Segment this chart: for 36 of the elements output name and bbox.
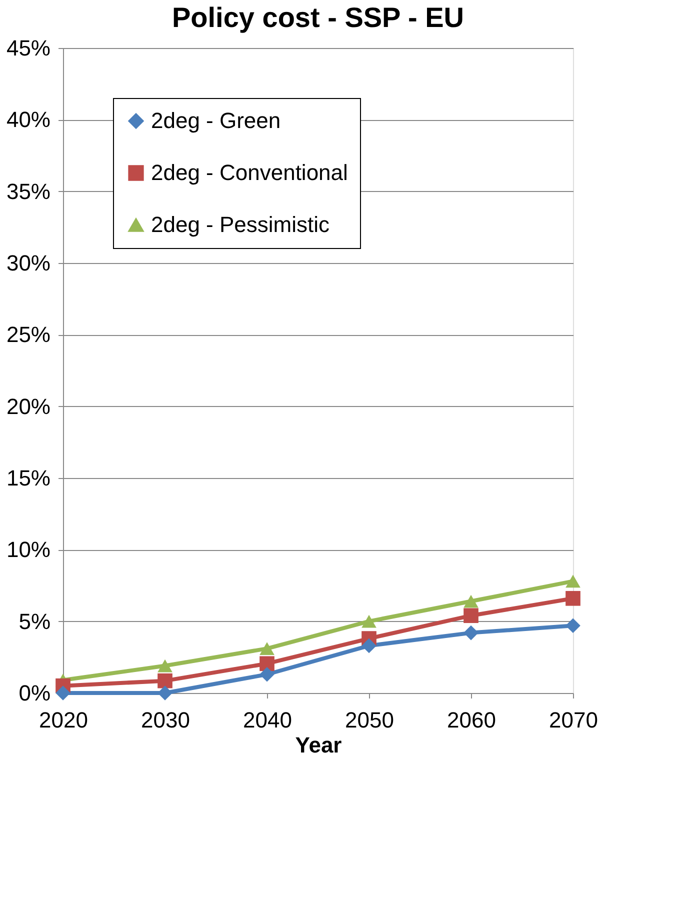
y-tick-label: 35%	[6, 178, 50, 204]
y-tick-label: 40%	[6, 107, 50, 132]
y-tick-label: 25%	[6, 322, 50, 348]
point	[464, 594, 478, 608]
x-axis-title: Year	[295, 732, 342, 758]
x-tick-label: 2040	[243, 708, 292, 732]
point	[56, 686, 70, 700]
legend-label: 2deg - Pessimistic	[151, 212, 330, 237]
point	[158, 673, 172, 688]
point	[260, 642, 274, 655]
point	[464, 608, 478, 624]
y-tick-label: 5%	[18, 608, 50, 634]
point	[566, 590, 580, 606]
point	[566, 618, 580, 634]
point	[158, 686, 172, 700]
x-tick-label: 2050	[345, 708, 394, 732]
x-tick-label: 2060	[447, 708, 496, 732]
y-tick-label: 30%	[6, 250, 50, 276]
point	[362, 614, 376, 628]
y-tick-label: 10%	[6, 537, 50, 562]
point	[464, 625, 478, 640]
y-tick-label: 20%	[6, 394, 50, 419]
x-tick-label: 2070	[549, 708, 598, 732]
chart-title: Policy cost - SSP - EU	[172, 2, 464, 33]
point	[260, 666, 274, 682]
x-tick-label: 2020	[39, 708, 88, 732]
point	[566, 574, 580, 588]
y-tick-label: 45%	[6, 36, 50, 60]
x-tick-label: 2030	[141, 708, 190, 732]
point	[260, 656, 274, 672]
y-tick-label: 0%	[18, 680, 50, 706]
point	[362, 638, 376, 654]
legend-label: 2deg - Green	[151, 108, 281, 133]
y-tick-label: 15%	[6, 466, 50, 490]
legend-label: 2deg - Conventional	[151, 160, 348, 185]
point	[158, 659, 172, 672]
